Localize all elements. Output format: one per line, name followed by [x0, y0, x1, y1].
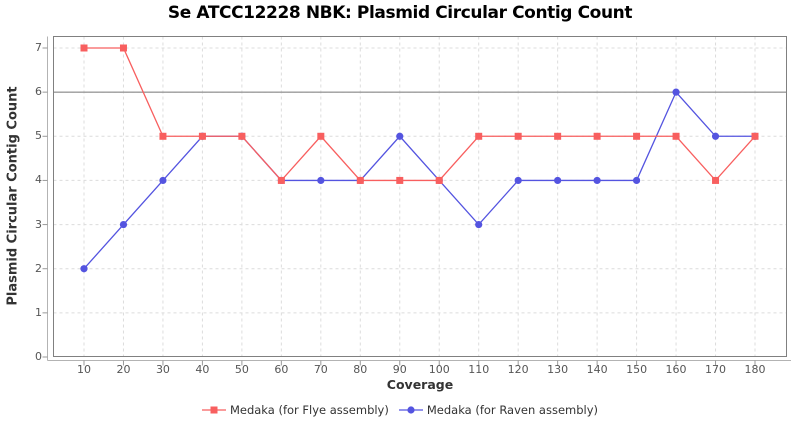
x-tick-label: 140: [586, 363, 608, 376]
x-tick-label: 120: [507, 363, 529, 376]
data-point-square: [317, 132, 325, 140]
data-point-square: [554, 132, 562, 140]
data-point-circle: [475, 220, 483, 229]
data-point-square: [672, 132, 680, 140]
x-tick-label: 40: [195, 363, 210, 376]
legend: Medaka (for Flye assembly) Medaka (for Ra…: [0, 403, 800, 417]
x-tick-label: 100: [428, 363, 450, 376]
x-tick-label: 90: [392, 363, 407, 376]
data-point-circle: [711, 132, 720, 140]
data-point-square: [356, 176, 364, 184]
chart-title: Se ATCC12228 NBK: Plasmid Circular Conti…: [167, 3, 633, 23]
x-axis-label: Coverage: [386, 377, 454, 392]
data-point-square: [514, 132, 522, 140]
y-tick-label: 3: [35, 217, 42, 231]
y-tick-label: 4: [35, 173, 42, 187]
data-point-square: [238, 132, 246, 140]
series-line-1: [83, 90, 755, 270]
data-point-square: [198, 132, 206, 140]
data-point-square: [593, 132, 601, 140]
data-point-circle: [80, 265, 88, 273]
y-tick-label: 7: [35, 41, 42, 54]
data-point-square: [80, 44, 88, 52]
y-tick-label: 6: [35, 85, 42, 99]
data-point-circle: [159, 176, 167, 185]
legend-label: Medaka (for Raven assembly): [426, 403, 599, 417]
x-tick-label: 170: [705, 363, 727, 376]
data-point-circle: [593, 176, 601, 185]
x-tick-label: 160: [665, 363, 687, 376]
x-tick-label: 70: [313, 363, 328, 376]
data-point-square: [396, 176, 404, 184]
data-point-square: [277, 176, 285, 184]
data-point-circle: [632, 176, 641, 185]
data-point-circle: [119, 220, 128, 229]
y-tick-label: 2: [35, 261, 42, 275]
x-tick-label: 20: [116, 363, 131, 376]
data-point-square: [435, 176, 443, 184]
x-tick-label: 150: [626, 363, 648, 376]
data-point-circle: [514, 176, 522, 185]
legend-square-marker-icon: [201, 406, 226, 414]
x-tick-label: 80: [353, 363, 368, 376]
legend-item-flye: Medaka (for Flye assembly): [201, 403, 389, 417]
x-tick-label: 50: [234, 363, 249, 376]
plot-border: [53, 36, 787, 357]
legend-circle-marker-icon: [398, 406, 423, 414]
y-tick-label: 0: [35, 350, 42, 363]
data-point-square: [159, 132, 167, 140]
x-tick-label: 60: [274, 363, 289, 376]
data-point-square: [475, 132, 483, 140]
data-point-square: [119, 44, 127, 52]
data-point-circle: [317, 176, 325, 185]
data-point-square: [751, 132, 759, 140]
x-tick-label: 110: [468, 363, 490, 376]
data-point-circle: [554, 176, 562, 185]
y-tick-label: 1: [35, 305, 42, 319]
data-point-circle: [396, 132, 404, 140]
series-line-0: [84, 47, 756, 182]
x-tick-label: 130: [547, 363, 569, 376]
data-point-square: [712, 176, 720, 184]
legend-label: Medaka (for Flye assembly): [229, 403, 389, 417]
x-tick-label: 180: [744, 363, 766, 376]
y-tick-label: 5: [35, 129, 42, 143]
x-tick-label: 10: [77, 363, 91, 376]
data-point-square: [633, 132, 641, 140]
legend-item-raven: Medaka (for Raven assembly): [398, 403, 599, 417]
x-tick-label: 30: [155, 363, 170, 376]
data-point-circle: [672, 88, 680, 96]
